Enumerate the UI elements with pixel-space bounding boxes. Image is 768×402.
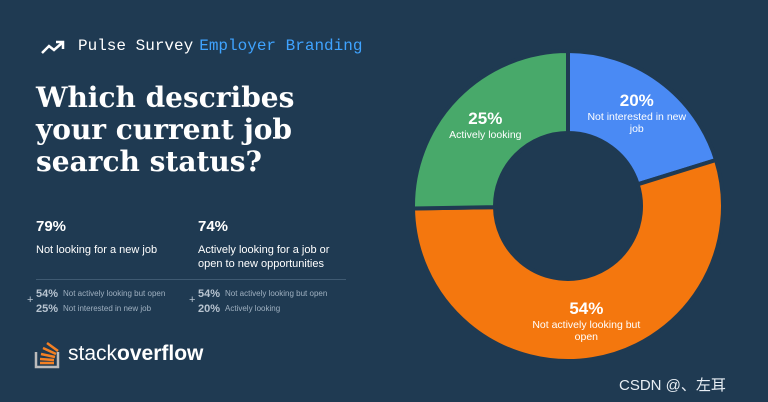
header: Pulse Survey Employer Branding: [78, 37, 362, 55]
part-label: Not interested in new job: [63, 304, 152, 313]
donut-segment: [410, 157, 725, 363]
part-label: Not actively looking but open: [225, 289, 328, 298]
logo-overflow: overflow: [117, 342, 204, 365]
summary-total: 74%: [198, 218, 229, 235]
survey-name: Pulse Survey: [78, 37, 194, 55]
segment-category: Not actively looking but open: [532, 318, 641, 343]
separator: [36, 279, 346, 280]
summary-part: 54% Not actively looking but open: [198, 286, 327, 301]
summary-label: Not looking for a new job: [36, 244, 158, 256]
part-value: 25%: [36, 302, 59, 315]
logo-stack: stack: [68, 342, 118, 365]
segment-category: Not interested in new job: [587, 110, 687, 135]
part-value: 20%: [198, 302, 221, 315]
part-value: 54%: [198, 287, 221, 300]
logo: stackoverflow: [68, 342, 203, 366]
plus-sign: +: [189, 294, 196, 306]
trend-icon: [41, 40, 65, 54]
summary-label: Actively looking for a job or open to ne…: [198, 244, 330, 270]
segment-label: 20% Not interested in new job: [581, 91, 693, 135]
summary-total: 79%: [36, 218, 67, 235]
donut-segment: [566, 48, 719, 187]
segment-category: Actively looking: [449, 128, 522, 141]
summary-parts: +54% Not actively looking but open 20% Acti…: [189, 286, 327, 316]
title: Which describes your current job search …: [36, 81, 295, 178]
summary-part: 20% Actively looking: [198, 301, 327, 316]
segment-value: 54%: [569, 298, 604, 318]
segment-label: 25% Actively looking: [429, 109, 541, 141]
summary-part: 54% Not actively looking but open: [36, 286, 165, 301]
summary-block: 74% Actively looking for a job or open to…: [198, 218, 348, 271]
part-value: 54%: [36, 287, 59, 300]
segment-value: 25%: [468, 108, 503, 128]
segment-value: 20%: [619, 90, 654, 110]
summary-parts: +54% Not actively looking but open 25% Not …: [27, 286, 165, 316]
summary-block: 79% Not looking for a new job: [36, 218, 186, 257]
segment-label: 54% Not actively looking but open: [530, 299, 642, 343]
donut-segment: [411, 48, 570, 211]
summary-part: 25% Not interested in new job: [36, 301, 165, 316]
part-label: Not actively looking but open: [63, 289, 166, 298]
survey-topic: Employer Branding: [199, 37, 363, 55]
plus-sign: +: [27, 294, 34, 306]
logo-icon: [34, 341, 60, 369]
part-label: Actively looking: [225, 304, 281, 313]
watermark: CSDN @、左耳: [619, 377, 726, 394]
